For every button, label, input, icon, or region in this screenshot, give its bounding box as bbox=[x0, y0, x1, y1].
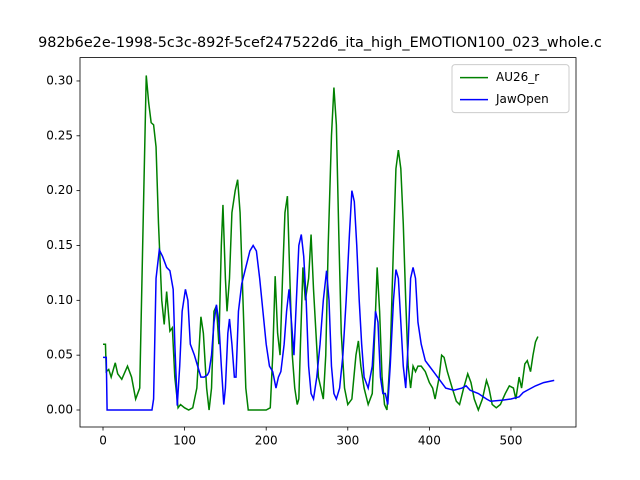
y-tick-label: 0.25 bbox=[46, 128, 73, 142]
y-tick-label: 0.10 bbox=[46, 293, 73, 307]
data-line bbox=[103, 190, 555, 411]
x-tick-label: 500 bbox=[500, 434, 523, 448]
y-tick-label: 0.15 bbox=[46, 238, 73, 252]
x-tick-label: 200 bbox=[255, 434, 278, 448]
y-tick-label: 0.05 bbox=[46, 348, 73, 362]
legend-label: JawOpen bbox=[495, 92, 549, 106]
plot-frame bbox=[79, 57, 577, 428]
legend-label: AU26_r bbox=[496, 70, 539, 84]
y-tick-label: 0.30 bbox=[46, 73, 73, 87]
x-tick-label: 400 bbox=[418, 434, 441, 448]
x-tick-label: 100 bbox=[173, 434, 196, 448]
x-tick-label: 0 bbox=[99, 434, 107, 448]
x-tick-label: 300 bbox=[336, 434, 359, 448]
legend-box bbox=[451, 64, 570, 114]
chart-title: 982b6e2e-1998-5c3c-892f-5cef247522d6_ita… bbox=[38, 35, 602, 51]
y-tick-label: 0.00 bbox=[46, 402, 73, 416]
y-tick-label: 0.20 bbox=[46, 183, 73, 197]
data-line bbox=[103, 75, 539, 413]
